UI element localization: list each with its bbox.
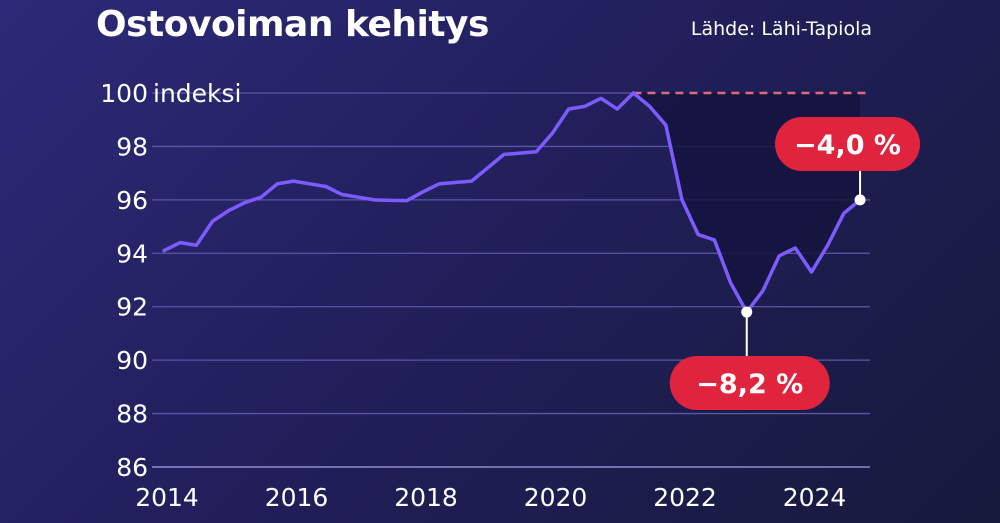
y-tick-label-98: 98	[116, 132, 148, 161]
y-tick-label-88: 88	[116, 400, 148, 429]
x-tick-label-2022: 2022	[653, 483, 717, 512]
data-point-marker-1	[854, 194, 866, 206]
y-tick-label-86: 86	[116, 453, 148, 482]
y-tick-label-96: 96	[116, 186, 148, 215]
callout-label-0: −8,2 %	[696, 369, 803, 400]
callout-box-0	[669, 356, 830, 410]
y-axis-unit-label: indeksi	[153, 79, 242, 108]
x-tick-label-2016: 2016	[265, 483, 329, 512]
y-tick-label-92: 92	[116, 293, 148, 322]
data-point-marker-0	[741, 306, 753, 318]
chart-title: Ostovoiman kehitys	[96, 4, 489, 45]
source-label: Lähde: Lähi-Tapiola	[690, 18, 872, 40]
x-tick-label-2020: 2020	[524, 483, 588, 512]
y-axis-ticks: 86 88 90 92 94 96 98 100 indeksi	[100, 79, 241, 482]
y-tick-label-100: 100	[100, 79, 148, 108]
x-axis-ticks: 2014 2016 2018 2020 2022 2024	[135, 483, 846, 512]
callout-box-1	[775, 117, 920, 171]
y-tick-label-94: 94	[116, 239, 148, 268]
y-tick-label-90: 90	[116, 346, 148, 375]
callouts: −8,2 % −4,0 %	[669, 117, 920, 410]
x-tick-label-2018: 2018	[394, 483, 458, 512]
x-tick-label-2024: 2024	[783, 483, 847, 512]
callout-label-1: −4,0 %	[794, 130, 901, 161]
x-tick-label-2014: 2014	[135, 483, 199, 512]
purchasing-power-line	[162, 91, 862, 314]
